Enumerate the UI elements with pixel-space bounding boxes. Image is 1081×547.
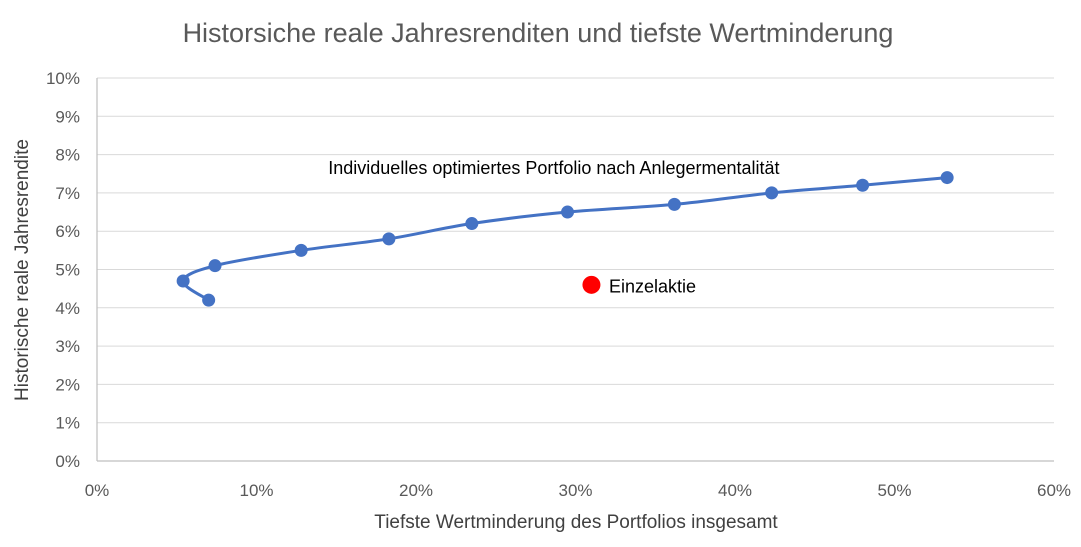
y-tick-label: 7% bbox=[55, 184, 80, 203]
portfolio-point bbox=[856, 178, 870, 192]
y-tick-label: 0% bbox=[55, 452, 80, 471]
y-tick-label: 4% bbox=[55, 299, 80, 318]
y-tick-label: 3% bbox=[55, 337, 80, 356]
y-tick-labels: 0% 1% 2% 3% 4% 5% 6% 7% 8% 9% 10% bbox=[46, 69, 80, 471]
x-tick-labels: 0% 10% 20% 30% 40% 50% 60% bbox=[85, 481, 1071, 500]
portfolio-point bbox=[176, 274, 190, 288]
portfolio-point bbox=[561, 205, 575, 219]
y-tick-label: 1% bbox=[55, 414, 80, 433]
portfolio-point bbox=[208, 259, 222, 273]
x-tick-label: 60% bbox=[1037, 481, 1071, 500]
x-tick-label: 0% bbox=[85, 481, 110, 500]
y-tick-label: 2% bbox=[55, 375, 80, 394]
portfolio-point bbox=[382, 232, 396, 246]
x-tick-label: 50% bbox=[877, 481, 911, 500]
portfolio-point bbox=[294, 243, 308, 257]
portfolio-point bbox=[940, 171, 954, 185]
gridlines bbox=[96, 77, 1054, 462]
y-tick-label: 9% bbox=[55, 107, 80, 126]
x-tick-label: 40% bbox=[718, 481, 752, 500]
x-tick-label: 30% bbox=[558, 481, 592, 500]
portfolio-point bbox=[465, 217, 479, 231]
x-axis-label: Tiefste Wertminderung des Portfolios ins… bbox=[374, 512, 778, 533]
y-tick-label: 8% bbox=[55, 146, 80, 165]
portfolio-point bbox=[765, 186, 779, 200]
y-tick-label: 6% bbox=[55, 222, 80, 241]
y-axis-label: Historische reale Jahresrendite bbox=[12, 139, 33, 401]
x-tick-label: 20% bbox=[399, 481, 433, 500]
portfolio-line bbox=[181, 176, 949, 302]
portfolio-point bbox=[667, 197, 681, 211]
y-tick-label: 10% bbox=[46, 69, 80, 88]
x-tick-label: 10% bbox=[239, 481, 273, 500]
annotations: Individuelles optimiertes Portfolio nach… bbox=[328, 158, 779, 297]
chart-title: Historsiche reale Jahresrenditen und tie… bbox=[183, 18, 894, 48]
portfolio-series-label: Individuelles optimiertes Portfolio nach… bbox=[328, 158, 779, 178]
single-stock-label: Einzelaktie bbox=[609, 277, 696, 297]
plot-area bbox=[176, 171, 954, 307]
portfolio-point bbox=[202, 293, 216, 307]
single-stock-point bbox=[582, 275, 601, 294]
y-tick-label: 5% bbox=[55, 261, 80, 280]
